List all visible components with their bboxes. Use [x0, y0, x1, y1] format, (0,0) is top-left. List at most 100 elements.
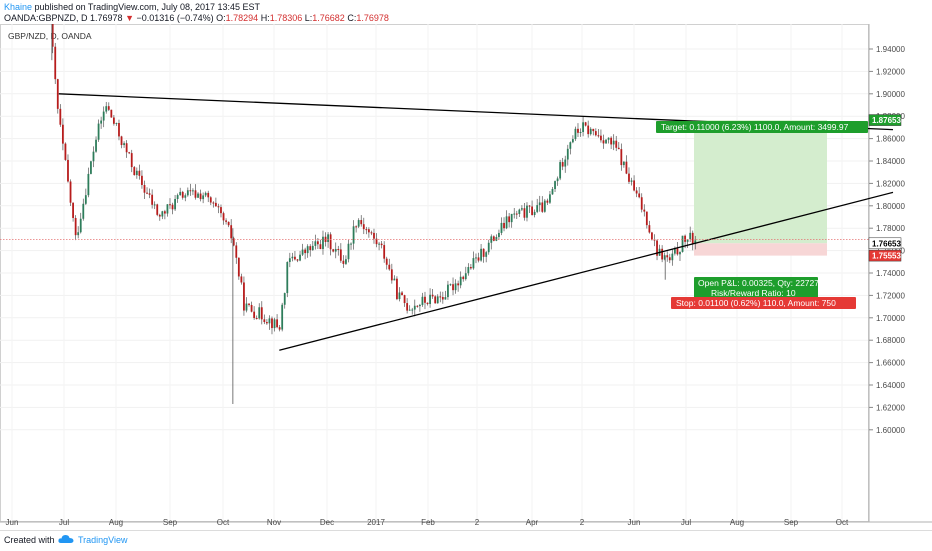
candle-down — [54, 46, 57, 80]
target-zone[interactable] — [694, 120, 827, 244]
candle-up — [498, 232, 500, 238]
candle-down — [587, 125, 590, 135]
price-chart[interactable]: GBP/NZD, D, OANDA 1.94000 1.92000 1.90000 1… — [0, 24, 932, 530]
y-tick-label: 1.70000 — [876, 314, 905, 323]
candle-up — [694, 240, 697, 245]
author-link[interactable]: Khaine — [4, 2, 33, 12]
candle-up — [436, 296, 439, 304]
stop-zone[interactable] — [694, 243, 827, 256]
candle-down — [143, 184, 146, 193]
candle-down — [64, 143, 67, 160]
candle-up — [495, 237, 498, 241]
candle-down — [207, 192, 210, 198]
candle-up — [689, 232, 692, 240]
candle-down — [128, 152, 131, 154]
candle-up — [556, 178, 559, 182]
x-tick-label: Jun — [6, 518, 19, 527]
candle-down — [645, 211, 648, 226]
long-position-tool[interactable] — [694, 120, 827, 256]
candle-down — [477, 257, 480, 261]
candle-up — [258, 307, 261, 319]
candle-down — [194, 190, 197, 198]
target-price-tag-text: 1.87653 — [872, 116, 901, 125]
candle-up — [82, 203, 85, 219]
tradingview-brand[interactable]: TradingView — [78, 535, 128, 545]
candle-down — [684, 235, 686, 242]
candle-up — [161, 211, 164, 217]
x-tick-label: 2 — [580, 518, 585, 527]
candle-up — [612, 140, 615, 145]
candle-down — [217, 206, 220, 208]
candle-down — [426, 302, 429, 304]
stop-price-tag: 1.75553 — [868, 249, 901, 262]
candle-up — [589, 128, 592, 135]
candle-down — [304, 249, 307, 254]
candle-down — [263, 319, 266, 323]
candle-up — [418, 304, 421, 307]
candle-up — [84, 195, 87, 204]
candle-up — [607, 137, 610, 140]
candle-up — [574, 128, 577, 140]
candle-up — [454, 283, 457, 291]
target-label: Target: 0.11000 (6.23%) 1100.0, Amount: … — [656, 121, 868, 133]
candle-down — [403, 295, 406, 304]
time-axis: Jun Jul Aug Sep Oct Nov Dec 2017 Feb 2 Apr 2 Jun Jul A… — [0, 518, 932, 527]
open-label: O: — [216, 13, 226, 23]
chart-symbol-title: GBP/NZD, D, OANDA — [8, 31, 92, 41]
candle-up — [538, 202, 541, 206]
candle-up — [673, 248, 676, 254]
x-tick-label: Nov — [267, 518, 281, 527]
footer: Created with TradingView — [0, 530, 932, 551]
candle-down — [158, 214, 161, 217]
candle-down — [375, 238, 378, 245]
candle-up — [520, 208, 523, 210]
candle-up — [197, 193, 199, 198]
candle-up — [77, 232, 80, 236]
candle-up — [345, 259, 347, 264]
candle-up — [408, 309, 411, 311]
candle-down — [141, 175, 143, 185]
candle-down — [199, 193, 202, 200]
candle-down — [222, 213, 225, 221]
candle-down — [107, 106, 110, 110]
candle-up — [630, 180, 633, 182]
candle-up — [622, 161, 625, 166]
candle-down — [651, 232, 653, 240]
candle-down — [390, 269, 393, 281]
candle-up — [100, 120, 103, 124]
candle-down — [169, 204, 171, 206]
candle-down — [230, 225, 233, 239]
candles — [51, 24, 697, 405]
candle-down — [577, 128, 579, 133]
candle-up — [464, 273, 467, 280]
y-tick-label: 1.66000 — [876, 359, 905, 368]
candle-up — [554, 181, 556, 190]
candle-up — [179, 191, 182, 196]
low-value: 1.76682 — [312, 13, 345, 23]
symbol-label: OANDA:GBPNZD, D — [4, 13, 88, 23]
candle-down — [248, 303, 250, 305]
candle-up — [551, 189, 554, 195]
y-tick-label: 1.60000 — [876, 426, 905, 435]
candle-down — [309, 246, 312, 251]
candle-up — [485, 252, 488, 257]
candle-up — [393, 278, 396, 281]
risk-reward-text: Risk/Reward Ratio: 10 — [711, 288, 796, 298]
candle-down — [462, 276, 465, 280]
candle-up — [184, 195, 187, 198]
candle-up — [352, 226, 355, 244]
candle-up — [123, 143, 125, 146]
candle-up — [204, 192, 207, 196]
candle-down — [597, 135, 600, 137]
candle-up — [245, 303, 248, 311]
candle-down — [691, 232, 694, 245]
candle-up — [536, 205, 539, 212]
candle-down — [240, 276, 243, 283]
candle-up — [306, 246, 309, 254]
support-trendline[interactable] — [279, 191, 894, 351]
y-tick-label: 1.68000 — [876, 336, 905, 345]
candle-down — [439, 296, 442, 298]
published-text: published on TradingView.com, July 08, 2… — [34, 2, 261, 12]
candle-down — [243, 282, 245, 311]
candle-up — [549, 194, 551, 203]
